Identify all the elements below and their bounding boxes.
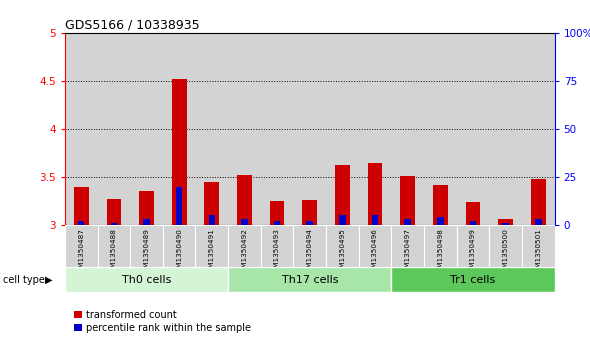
Bar	[391, 267, 555, 292]
Bar	[110, 223, 117, 225]
Bar	[163, 33, 195, 225]
Bar	[391, 225, 424, 267]
Text: GSM1350489: GSM1350489	[143, 228, 149, 277]
Bar	[359, 225, 391, 267]
Bar	[274, 221, 280, 225]
Text: GSM1350498: GSM1350498	[437, 228, 443, 277]
Bar	[531, 179, 546, 225]
Text: GSM1350496: GSM1350496	[372, 228, 378, 277]
Bar	[522, 33, 555, 225]
Bar	[97, 33, 130, 225]
Bar	[391, 33, 424, 225]
Bar	[130, 33, 163, 225]
Bar	[404, 219, 411, 225]
Text: Th0 cells: Th0 cells	[122, 274, 171, 285]
Bar	[522, 225, 555, 267]
Text: GSM1350490: GSM1350490	[176, 228, 182, 277]
Text: GSM1350493: GSM1350493	[274, 228, 280, 277]
Text: GSM1350488: GSM1350488	[111, 228, 117, 277]
Bar	[293, 225, 326, 267]
Bar	[335, 166, 350, 225]
Bar	[205, 182, 219, 225]
Bar	[74, 187, 88, 225]
Text: GSM1350491: GSM1350491	[209, 228, 215, 277]
Bar	[293, 33, 326, 225]
Bar	[457, 33, 489, 225]
Bar	[195, 225, 228, 267]
Bar	[368, 163, 382, 225]
Bar	[139, 191, 154, 225]
Bar	[502, 223, 509, 225]
Bar	[228, 225, 261, 267]
Bar	[261, 33, 293, 225]
Text: Tr1 cells: Tr1 cells	[450, 274, 496, 285]
Bar	[78, 221, 84, 225]
Bar	[437, 217, 444, 225]
Bar	[237, 175, 252, 225]
Bar	[489, 225, 522, 267]
Bar	[306, 221, 313, 225]
Bar	[359, 33, 391, 225]
Text: GSM1350500: GSM1350500	[503, 228, 509, 277]
Bar	[208, 216, 215, 225]
Text: GSM1350495: GSM1350495	[339, 228, 345, 277]
Bar	[65, 267, 228, 292]
Bar	[424, 33, 457, 225]
Bar	[466, 202, 480, 225]
Text: GSM1350494: GSM1350494	[307, 228, 313, 277]
Bar	[535, 219, 542, 225]
Bar	[172, 79, 186, 225]
Text: cell type: cell type	[3, 275, 45, 285]
Bar	[97, 225, 130, 267]
Bar	[499, 219, 513, 225]
Text: GSM1350487: GSM1350487	[78, 228, 84, 277]
Bar	[261, 225, 293, 267]
Bar	[470, 221, 476, 225]
Bar	[489, 33, 522, 225]
Text: Th17 cells: Th17 cells	[281, 274, 338, 285]
Bar	[270, 201, 284, 225]
Text: GSM1350492: GSM1350492	[241, 228, 247, 277]
Text: GSM1350497: GSM1350497	[405, 228, 411, 277]
Text: GSM1350499: GSM1350499	[470, 228, 476, 277]
Bar	[326, 33, 359, 225]
Bar	[130, 225, 163, 267]
Bar	[65, 33, 97, 225]
Bar	[401, 176, 415, 225]
Bar	[65, 225, 97, 267]
Bar	[143, 219, 150, 225]
Bar	[163, 225, 195, 267]
Text: GDS5166 / 10338935: GDS5166 / 10338935	[65, 19, 199, 32]
Bar	[195, 33, 228, 225]
Text: GSM1350501: GSM1350501	[535, 228, 541, 277]
Bar	[433, 185, 448, 225]
Bar	[424, 225, 457, 267]
Bar	[176, 187, 182, 225]
Bar	[107, 199, 121, 225]
Bar	[326, 225, 359, 267]
Legend: transformed count, percentile rank within the sample: transformed count, percentile rank withi…	[70, 306, 255, 337]
Bar	[228, 33, 261, 225]
Bar	[339, 216, 346, 225]
Bar	[303, 200, 317, 225]
Text: ▶: ▶	[45, 275, 53, 285]
Bar	[372, 216, 378, 225]
Bar	[228, 267, 391, 292]
Bar	[457, 225, 489, 267]
Bar	[241, 219, 248, 225]
